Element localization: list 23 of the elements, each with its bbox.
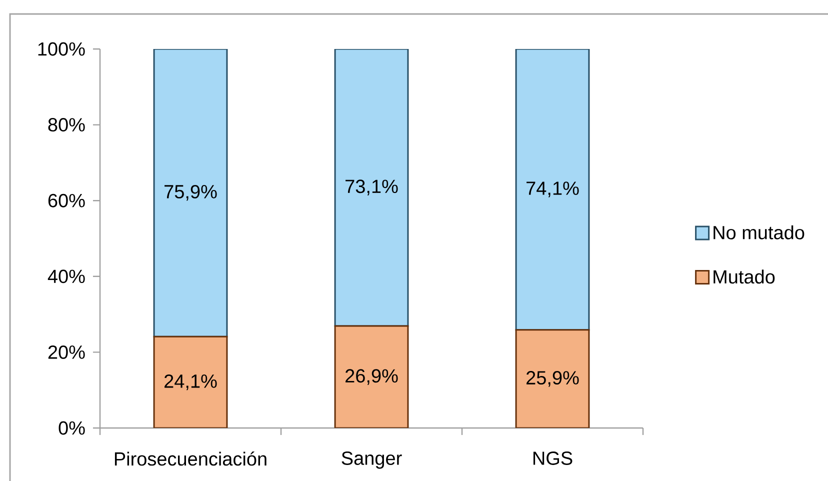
y-tick-label: 60% <box>48 194 85 208</box>
x-tick-label: NGS <box>533 452 572 465</box>
data-label: 75,9% <box>164 184 217 201</box>
x-tick-label: Sanger <box>342 452 402 469</box>
bar <box>515 48 590 331</box>
data-label: 74,1% <box>526 182 579 198</box>
y-tick-label: 40% <box>48 270 85 284</box>
bar <box>153 48 228 338</box>
data-label: 24,1% <box>164 374 217 390</box>
bar <box>515 329 590 428</box>
data-label: 26,9% <box>346 369 398 385</box>
data-label: 25,9% <box>526 371 579 387</box>
bar <box>334 48 409 327</box>
legend-label: No mutado <box>714 225 804 240</box>
x-tick-label: Pirosecuenciación <box>114 452 266 466</box>
legend-label: Mutado <box>714 270 775 284</box>
bar <box>334 325 409 428</box>
y-tick-label: 20% <box>48 345 85 359</box>
y-tick-label: 80% <box>48 118 85 132</box>
y-tick-label: 100% <box>38 42 85 56</box>
bar <box>153 336 228 428</box>
data-label: 73,1% <box>346 180 398 196</box>
y-tick-label: 0% <box>58 421 85 435</box>
